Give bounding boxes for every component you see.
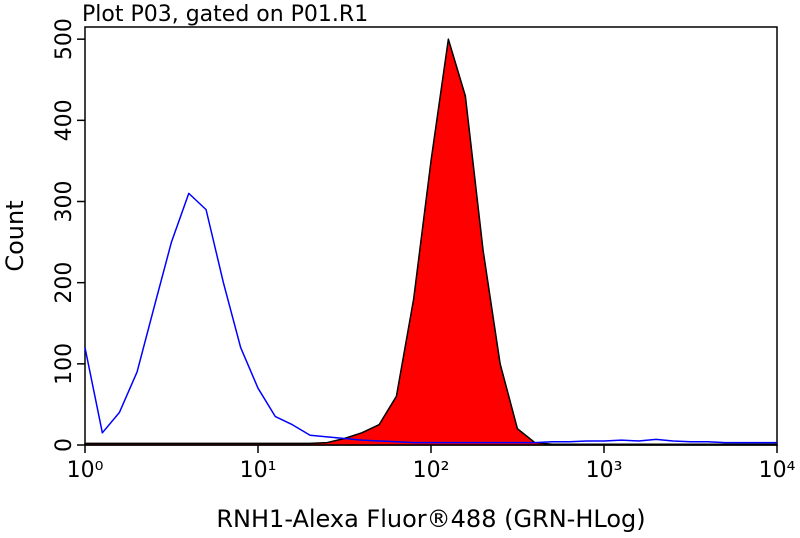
y-tick-label: 400 — [52, 99, 77, 141]
y-tick-label: 300 — [52, 181, 77, 223]
chart-title: Plot P03, gated on P01.R1 — [82, 2, 368, 27]
y-tick-label: 0 — [52, 438, 77, 452]
x-tick-label: 10⁰ — [67, 458, 104, 483]
histogram-line — [84, 192, 777, 444]
y-axis-label: Count — [1, 200, 29, 271]
histogram-area — [84, 38, 778, 446]
y-tick-label: 200 — [52, 262, 77, 304]
x-axis-label: RNH1-Alexa Fluor®488 (GRN-HLog) — [216, 505, 645, 533]
x-tick-label: 10⁴ — [759, 458, 796, 483]
y-tick-label: 100 — [52, 343, 77, 385]
x-tick-label: 10³ — [586, 458, 623, 483]
x-tick-label: 10² — [413, 458, 450, 483]
y-tick-label: 500 — [52, 18, 77, 60]
x-tick-label: 10¹ — [240, 458, 277, 483]
